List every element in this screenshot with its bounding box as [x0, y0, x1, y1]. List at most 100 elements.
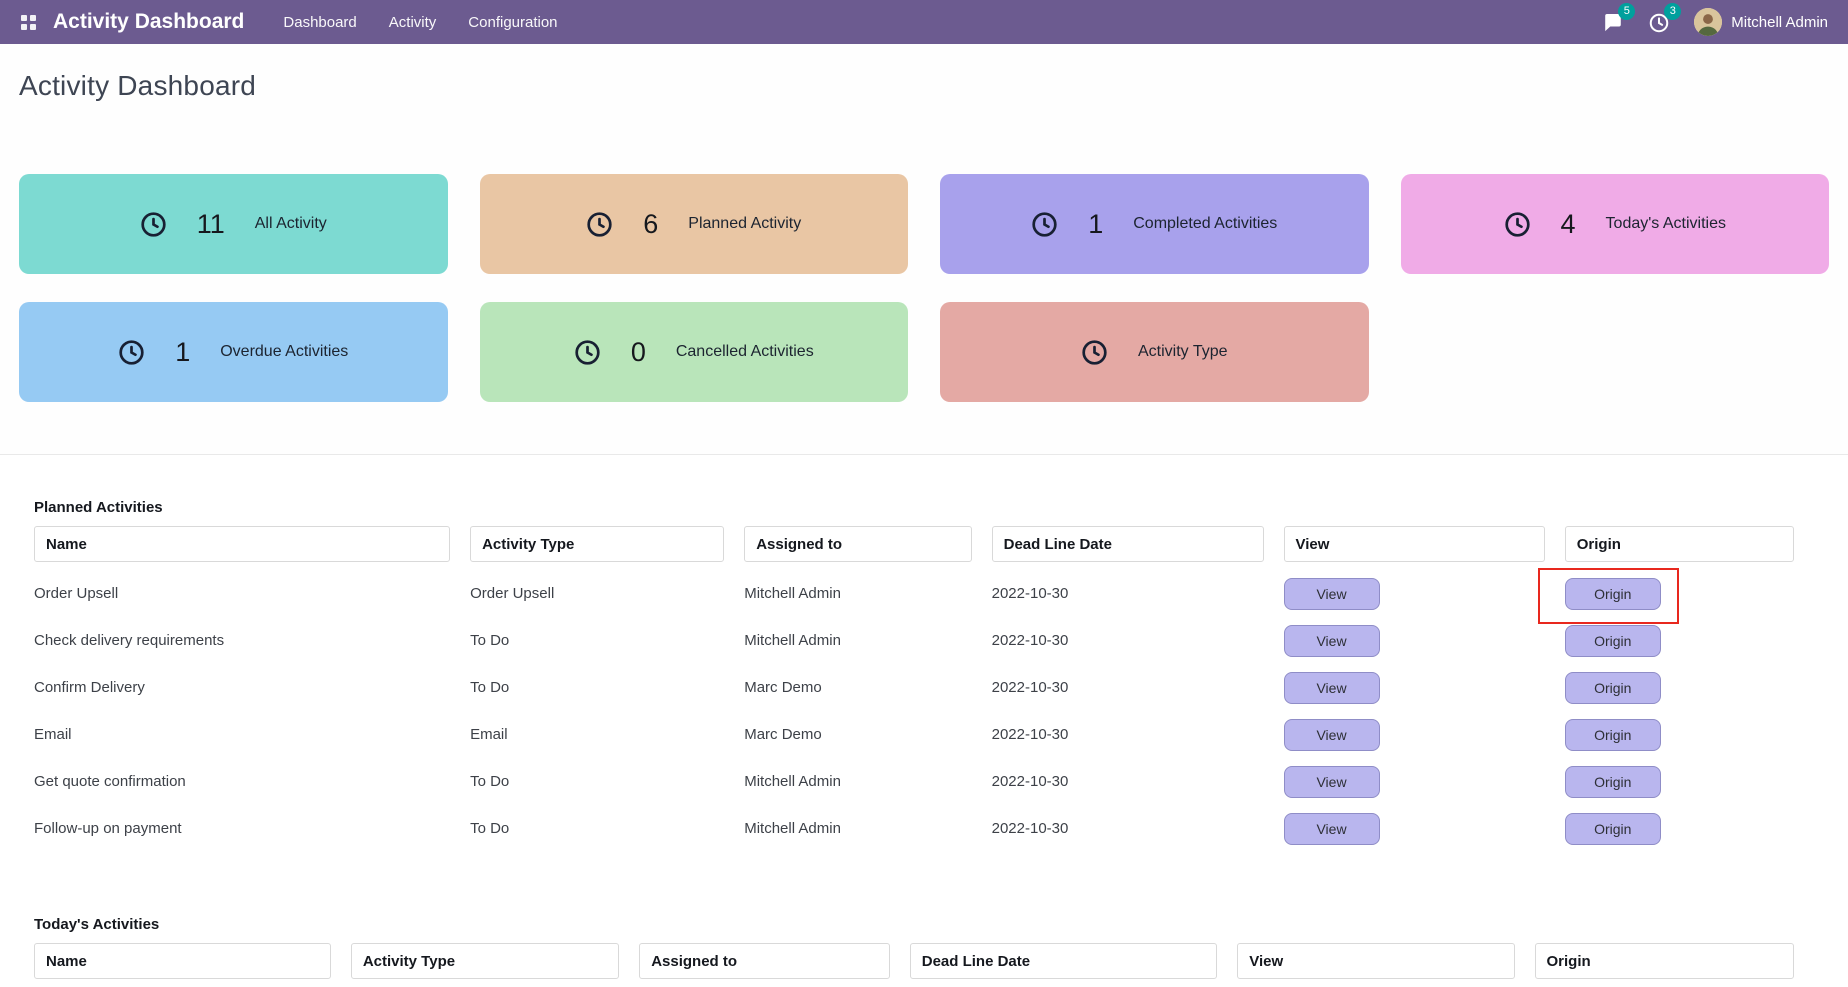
cell-activity-type: To Do [470, 773, 510, 790]
kpi-count: 0 [630, 336, 646, 367]
cell-origin: Origin [1564, 617, 1814, 664]
kpi-card-overdue-activities[interactable]: 1 Overdue Activities [19, 302, 448, 402]
dashboard-content: Planned Activities Name Activity Type As… [0, 455, 1848, 987]
today-header-row: Name Activity Type Assigned to Dead Line… [34, 943, 1814, 987]
cell-origin: Origin [1564, 758, 1814, 805]
kpi-card-activity-type[interactable]: Activity Type [940, 302, 1369, 402]
cell-assigned-to: Marc Demo [744, 679, 822, 696]
kpi-label: Activity Type [1137, 343, 1228, 360]
kpi-label: Overdue Activities [220, 343, 349, 360]
cell-name: Order Upsell [34, 585, 119, 602]
planned-activities-title: Planned Activities [34, 499, 163, 516]
cell-name: Follow-up on payment [34, 820, 182, 837]
kpi-label: Today's Activities [1605, 215, 1726, 232]
activity-row: Confirm Delivery To Do Marc Demo 2022-10… [34, 664, 1814, 711]
cell-assigned-to: Marc Demo [744, 726, 822, 743]
nav-configuration[interactable]: Configuration [468, 13, 558, 31]
clock-icon [574, 339, 601, 366]
kpi-card-todays-activities[interactable]: 4 Today's Activities [1400, 174, 1829, 274]
cell-origin: Origin [1564, 805, 1814, 852]
cell-activity-type: To Do [470, 820, 510, 837]
apps-menu-icon[interactable] [14, 8, 43, 37]
view-button[interactable]: View [1283, 577, 1380, 610]
column-header-deadline: Dead Line Date [909, 943, 1218, 979]
planned-table-body: Order Upsell Order Upsell Mitchell Admin… [34, 567, 1814, 852]
view-button[interactable]: View [1283, 812, 1380, 845]
clock-icon [118, 339, 145, 366]
kpi-card-all-activity[interactable]: 11 All Activity [19, 174, 448, 274]
clock-icon [1504, 211, 1531, 238]
column-header-name: Name [34, 526, 451, 562]
origin-button[interactable]: Origin [1564, 624, 1661, 657]
view-button[interactable]: View [1283, 718, 1380, 751]
origin-button[interactable]: Origin [1564, 671, 1661, 704]
cell-name: Email [34, 726, 72, 743]
origin-button-wrap: Origin [1564, 671, 1661, 704]
cell-view: View [1283, 617, 1565, 664]
activity-row: Email Email Marc Demo 2022-10-30 View Or… [34, 711, 1814, 758]
origin-button[interactable]: Origin [1564, 577, 1661, 610]
cell-name: Check delivery requirements [34, 632, 225, 649]
cell-origin: Origin [1537, 567, 1814, 624]
kpi-card-cancelled-activities[interactable]: 0 Cancelled Activities [479, 302, 908, 402]
cell-deadline: 2022-10-30 [991, 632, 1069, 649]
cell-view: View [1283, 805, 1565, 852]
cell-activity-type: To Do [470, 679, 510, 696]
kpi-count: 6 [643, 208, 659, 239]
kpi-label: Planned Activity [688, 215, 802, 232]
cell-name: Get quote confirmation [34, 773, 186, 790]
origin-button[interactable]: Origin [1564, 765, 1661, 798]
view-button[interactable]: View [1283, 765, 1380, 798]
activity-row: Follow-up on payment To Do Mitchell Admi… [34, 805, 1814, 852]
origin-button[interactable]: Origin [1564, 718, 1661, 751]
view-button[interactable]: View [1283, 624, 1380, 657]
page-title: Activity Dashboard [19, 70, 257, 101]
cell-view: View [1283, 570, 1565, 617]
view-button[interactable]: View [1283, 671, 1380, 704]
kpi-count: 1 [1088, 208, 1104, 239]
cell-deadline: 2022-10-30 [991, 679, 1069, 696]
activity-row: Order Upsell Order Upsell Mitchell Admin… [34, 567, 1814, 624]
clock-icon [1031, 211, 1058, 238]
avatar [1694, 8, 1723, 36]
column-header-assigned-to: Assigned to [744, 526, 972, 562]
user-name: Mitchell Admin [1731, 13, 1828, 31]
cell-deadline: 2022-10-30 [991, 726, 1069, 743]
cell-activity-type: Order Upsell [470, 585, 555, 602]
column-header-deadline: Dead Line Date [991, 526, 1264, 562]
nav-activity[interactable]: Activity [388, 13, 437, 31]
messages-icon[interactable]: 5 [1602, 3, 1636, 34]
cell-view: View [1283, 758, 1565, 805]
messages-badge: 5 [1618, 3, 1636, 20]
cell-deadline: 2022-10-30 [991, 773, 1069, 790]
app-title[interactable]: Activity Dashboard [53, 10, 245, 33]
origin-button-wrap: Origin [1564, 624, 1661, 657]
cell-origin: Origin [1564, 664, 1814, 711]
cell-activity-type: To Do [470, 632, 510, 649]
cell-activity-type: Email [470, 726, 508, 743]
column-header-origin: Origin [1534, 943, 1794, 979]
kpi-count: 4 [1560, 208, 1576, 239]
cell-view: View [1283, 664, 1565, 711]
clock-icon [140, 211, 167, 238]
nav-dashboard[interactable]: Dashboard [283, 13, 357, 31]
clock-icon [586, 211, 613, 238]
kpi-label: Cancelled Activities [675, 343, 814, 360]
planned-activities-table: Name Activity Type Assigned to Dead Line… [34, 526, 1814, 852]
clock-icon [1081, 339, 1108, 366]
activities-badge: 3 [1664, 3, 1682, 20]
origin-button-wrap: Origin [1564, 812, 1661, 845]
origin-button[interactable]: Origin [1564, 812, 1661, 845]
column-header-view: View [1283, 526, 1545, 562]
column-header-view: View [1237, 943, 1515, 979]
kpi-cards: 11 All Activity 6 Planned Activity 1 Com… [19, 174, 1829, 402]
planned-header-row: Name Activity Type Assigned to Dead Line… [34, 526, 1814, 570]
kpi-count: 11 [196, 208, 225, 239]
activities-clock-icon[interactable]: 3 [1648, 3, 1682, 34]
kpi-label: All Activity [254, 215, 327, 232]
user-menu[interactable]: Mitchell Admin [1694, 8, 1828, 36]
activity-row: Check delivery requirements To Do Mitche… [34, 617, 1814, 664]
cell-origin: Origin [1564, 711, 1814, 758]
kpi-card-completed-activities[interactable]: 1 Completed Activities [940, 174, 1369, 274]
kpi-card-planned-activity[interactable]: 6 Planned Activity [479, 174, 908, 274]
